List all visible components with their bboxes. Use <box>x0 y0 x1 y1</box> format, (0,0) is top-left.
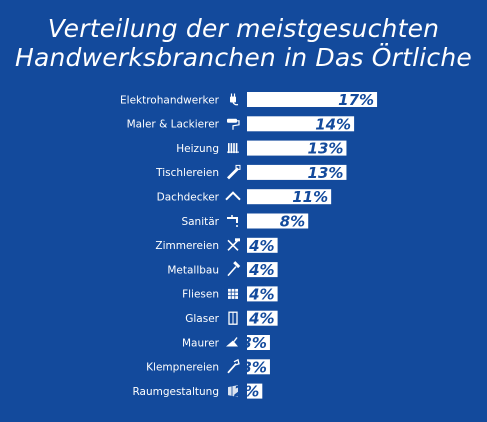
trowel-icon <box>226 337 238 347</box>
value-label: 13% <box>308 164 344 182</box>
bar <box>247 310 278 326</box>
value-label: 2% <box>234 383 259 401</box>
category-label: Fliesen <box>182 289 219 301</box>
hammer-axe-icon <box>227 238 240 251</box>
plug-icon <box>230 93 239 106</box>
category-label: Dachdecker <box>157 192 220 204</box>
category-label: Tischlereien <box>155 167 219 179</box>
category-label: Metallbau <box>167 264 219 276</box>
value-label: 17% <box>338 91 374 109</box>
value-label: 3% <box>241 334 266 352</box>
decor-icon <box>228 385 238 398</box>
bar <box>247 359 270 375</box>
category-label: Sanitär <box>181 216 219 228</box>
category-label: Heizung <box>176 143 219 155</box>
title-line-1: Verteilung der meistgesuchten <box>47 14 440 43</box>
category-label: Elektrohandwerker <box>120 94 220 106</box>
value-label: 4% <box>248 310 274 328</box>
value-label: 3% <box>241 358 266 376</box>
bar <box>247 189 332 205</box>
value-label: 14% <box>315 115 351 133</box>
category-label: Maler & Lackierer <box>127 119 220 131</box>
bar <box>247 262 278 278</box>
value-label: 8% <box>280 213 305 231</box>
bar <box>247 286 278 302</box>
title-line-2: Handwerksbranchen in Das Örtliche <box>14 43 472 72</box>
window-icon <box>228 311 238 325</box>
faucet-icon <box>227 215 238 227</box>
roof-icon <box>225 191 241 201</box>
bar <box>247 335 270 350</box>
tiles-icon <box>228 288 238 299</box>
bar <box>247 92 378 107</box>
bar <box>247 164 347 180</box>
hammer-icon <box>227 261 241 277</box>
value-label: 4% <box>248 261 274 279</box>
radiator-icon <box>227 143 239 154</box>
bar <box>247 116 355 132</box>
pipe-wrench-icon <box>227 358 240 374</box>
bar <box>247 383 263 399</box>
category-label: Zimmereien <box>155 240 219 252</box>
bar <box>247 213 309 229</box>
category-label: Raumgestaltung <box>132 386 219 398</box>
value-label: 4% <box>248 285 274 303</box>
category-label: Klempnereien <box>146 362 219 374</box>
saw-icon <box>227 164 241 180</box>
bar <box>247 140 347 156</box>
category-label: Maurer <box>182 337 220 349</box>
paint-roller-icon <box>227 118 240 130</box>
value-label: 13% <box>308 140 344 158</box>
bar <box>247 237 278 253</box>
category-label: Glaser <box>185 313 219 325</box>
chart-title: Verteilung der meistgesuchten Handwerksb… <box>0 14 487 72</box>
value-label: 11% <box>292 188 328 206</box>
value-label: 4% <box>248 237 274 255</box>
